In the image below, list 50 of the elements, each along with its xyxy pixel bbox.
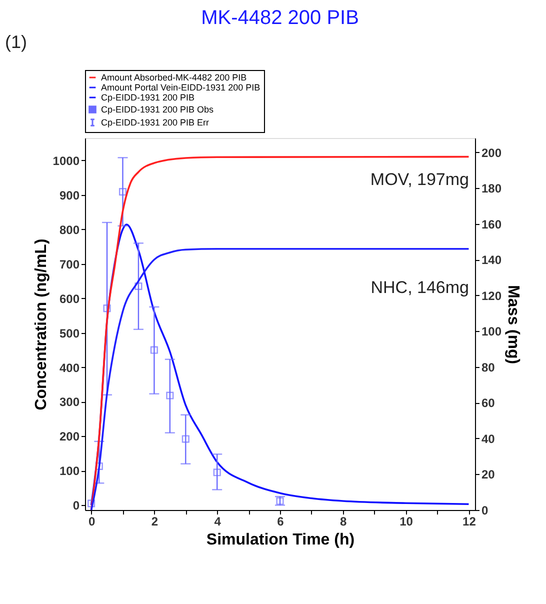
y-tick-label: 300 xyxy=(59,395,80,410)
chart-title: MK-4482 200 PIB xyxy=(201,7,359,29)
y2-tick-label: 60 xyxy=(482,396,496,410)
y2-tick-label: 100 xyxy=(482,324,502,339)
y2-tick-label: 0 xyxy=(482,504,488,518)
legend-label: Amount Portal Vein-EIDD-1931 200 PIB xyxy=(101,82,260,92)
y-tick-label: 200 xyxy=(59,430,80,444)
annotation: MOV, 197mg xyxy=(370,170,469,189)
x-tick-label: 6 xyxy=(277,514,284,528)
y-tick-label: 700 xyxy=(59,257,80,272)
text: (1) xyxy=(5,32,27,52)
point xyxy=(150,346,158,354)
point xyxy=(166,392,174,400)
y-tick-label: 600 xyxy=(59,292,80,306)
x-tick-label: 10 xyxy=(400,514,414,528)
y-tick-label: 800 xyxy=(59,222,80,237)
x-axis-title: Simulation Time (h) xyxy=(206,532,355,548)
y2-tick-label: 40 xyxy=(482,432,496,446)
y2-tick-label: 200 xyxy=(482,146,502,160)
y-tick-label: 400 xyxy=(59,360,80,375)
y2-tick-label: 140 xyxy=(482,253,502,268)
text: Cp-EIDD-1931 200 PIB Err xyxy=(101,118,210,128)
y-tick-label: 0 xyxy=(72,498,80,513)
y-axis-title: Concentration (ng/mL) xyxy=(32,238,50,410)
line-series xyxy=(90,156,470,511)
y-tick-label: 900 xyxy=(59,188,80,202)
x-tick-label: 2 xyxy=(151,514,158,528)
annotation: NHC, 146mg xyxy=(370,278,469,297)
point xyxy=(103,304,111,312)
y2-tick-label: 180 xyxy=(482,182,502,196)
y2-tick-label: 120 xyxy=(482,288,502,303)
point xyxy=(213,468,221,476)
point xyxy=(118,188,127,196)
y2-tick-label: 20 xyxy=(482,468,496,482)
x-tick-label: 0 xyxy=(88,514,96,528)
legend-label: Cp-EIDD-1931 200 PIB xyxy=(101,92,195,102)
point xyxy=(182,435,190,443)
point xyxy=(88,500,96,508)
y2-axis-title: Mass (mg) xyxy=(504,284,522,364)
legend-label: Amount Absorbed-MK-4482 200 PIB xyxy=(101,72,247,82)
y-tick-label: 500 xyxy=(59,326,80,340)
y-tick-label: 100 xyxy=(59,464,80,478)
x-tick-label: 4 xyxy=(214,514,222,528)
point xyxy=(134,282,142,290)
y2-tick-label: 80 xyxy=(482,360,496,374)
y-tick-label: 1000 xyxy=(52,154,80,168)
x-tick-label: 8 xyxy=(340,514,348,528)
legend-label: Cp-EIDD-1931 200 PIB Obs xyxy=(101,104,214,114)
x-tick-label: 12 xyxy=(462,514,476,528)
y2-tick-label: 160 xyxy=(482,217,502,232)
